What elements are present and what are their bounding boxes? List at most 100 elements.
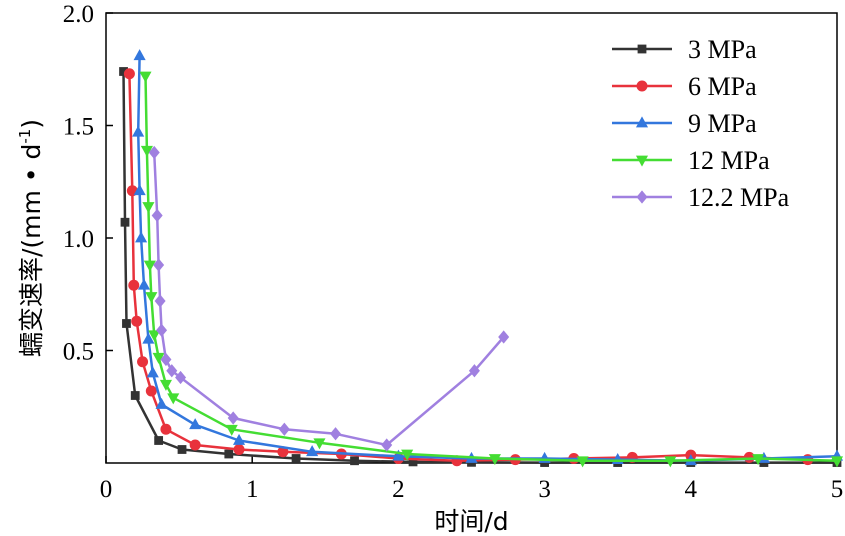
data-point-square [350,456,359,466]
data-point-square [177,445,187,454]
data-point-circle [160,423,172,435]
data-point-diamond [381,438,393,452]
data-point-triangle-down [664,456,677,468]
x-tick-label: 3 [538,476,551,503]
data-point-triangle-down [167,393,180,405]
data-point-triangle-down [143,260,156,272]
data-point-triangle-down [159,379,172,391]
data-point-circle [137,356,149,368]
data-point-triangle-down [752,454,765,466]
data-point-triangle-down [488,454,501,466]
data-point-triangle-up [137,278,151,290]
data-point-diamond [227,411,239,425]
data-point-triangle-up [142,332,155,344]
data-point-square [637,44,647,54]
legend-entry: 12.2 MPa [612,183,790,212]
data-point-triangle-down [145,292,158,304]
data-point-circle [636,80,648,92]
data-point-square [291,454,301,463]
x-tick-label: 0 [100,476,113,503]
data-point-triangle-down [313,438,326,450]
data-point-square [130,391,140,400]
y-axis-label-main: 蠕变速率/(mm • d [17,144,46,357]
data-point-square [224,449,234,459]
series-4 [139,71,844,468]
data-point-triangle-down [401,449,414,461]
x-tick-label: 4 [685,476,698,503]
data-point-diamond [636,190,648,204]
data-point-square [122,319,131,328]
data-point-triangle-up [133,49,146,61]
data-point-triangle-down [139,71,152,83]
data-point-circle [277,446,289,458]
legend: 3 MPa 6 MPa 9 MPa 12 MPa 12.2 MPa [612,35,790,212]
data-point-triangle-up [135,231,148,243]
data-point-triangle-up [306,445,319,457]
legend-label: 6 MPa [688,72,757,101]
data-point-diamond [154,294,166,308]
x-tick-label: 1 [246,476,259,503]
data-point-diamond [498,330,510,344]
data-point-triangle-down [152,352,165,364]
y-tick-label: 2.0 [63,1,94,28]
x-tick-label: 2 [392,476,405,503]
legend-label: 3 MPa [688,35,757,64]
data-point-triangle-up [757,451,770,463]
data-point-triangle-up [133,184,146,196]
data-point-diamond [166,364,178,378]
y-tick-label: 1.0 [63,226,94,253]
y-axis-label-tail: ) [17,119,46,129]
data-point-triangle-down [142,202,155,214]
x-axis-label: 时间/d [434,507,508,536]
data-point-triangle-down [225,424,238,436]
data-point-triangle-down [576,456,589,468]
legend-entry: 12 MPa [612,146,770,175]
y-tick-label: 0.5 [63,339,94,366]
legend-label: 12 MPa [688,146,770,175]
data-point-triangle-up [189,418,202,430]
data-point-diamond [156,323,168,337]
data-point-circle [145,385,157,397]
legend-entry: 9 MPa [612,109,757,138]
legend-entry: 3 MPa [612,35,757,64]
data-point-triangle-up [392,449,405,461]
data-point-diamond [151,208,163,223]
legend-label: 9 MPa [688,109,757,138]
data-point-triangle-up [232,433,246,445]
data-point-diamond [148,145,160,160]
data-point-triangle-up [132,125,145,137]
data-point-circle [189,439,201,451]
data-point-triangle-down [635,155,649,167]
legend-label: 12.2 MPa [688,183,790,212]
data-point-diamond [330,427,342,441]
y-axis-label: 蠕变速率/(mm • d-1) [16,119,46,357]
data-point-diamond [160,352,172,367]
data-point-square [120,217,130,227]
series-line [122,71,837,464]
data-point-triangle-up [146,366,159,378]
series-line [152,152,505,447]
data-point-square [154,436,164,445]
data-point-circle [123,68,135,80]
data-point-circle [233,444,245,455]
data-point-square [408,457,418,467]
data-point-diamond [278,422,290,436]
data-point-triangle-up [155,397,168,409]
data-point-triangle-up [635,116,649,128]
data-point-triangle-down [830,456,844,468]
legend-entry: 6 MPa [612,72,757,101]
data-point-square [119,67,128,76]
data-point-circle [131,315,143,327]
data-point-triangle-down [140,145,153,157]
y-axis-label-superscript: -1 [16,129,34,144]
y-tick-label: 1.5 [63,114,94,141]
series-layer [119,49,844,468]
data-point-diamond [175,370,187,385]
data-point-diamond [153,258,165,272]
data-point-diamond [468,364,480,378]
data-point-triangle-down [148,330,161,342]
x-tick-label: 5 [831,476,844,503]
data-point-circle [743,451,755,463]
series-5 [148,145,510,452]
